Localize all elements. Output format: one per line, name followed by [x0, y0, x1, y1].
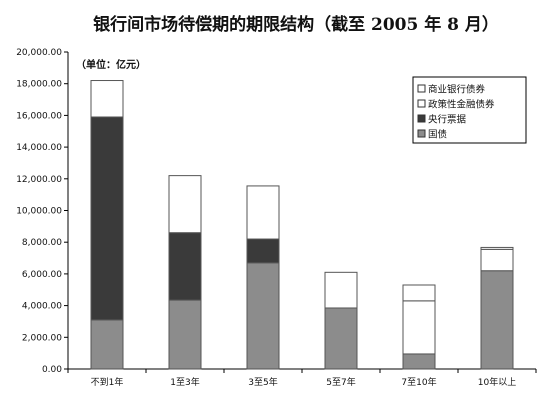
y-tick-label: 12,000.00	[16, 175, 62, 185]
legend-swatch	[417, 99, 426, 108]
bar-segment-2-4	[402, 300, 436, 355]
y-tick-label: 16,000.00	[16, 111, 62, 121]
y-tick-label: 2,000.00	[22, 333, 62, 343]
x-tick-label: 1至3年	[170, 376, 199, 388]
y-tick-label: 18,000.00	[16, 80, 62, 90]
legend-box	[412, 76, 527, 144]
axes: 0.00 2,000.00 4,000.00 6,000.00 8,000.00 10,0…	[16, 48, 537, 388]
bar-segment-2-5	[480, 248, 514, 272]
bar-segment-3-4	[402, 284, 436, 302]
chart-title: 银行间市场待偿期的期限结构（截至 2005 年 8 月）	[93, 14, 499, 35]
bar-segment-0-1	[168, 299, 202, 370]
y-tick-label: 4,000.00	[22, 302, 62, 312]
bar-segment-2-0	[90, 80, 124, 118]
bar-segment-2-3	[324, 271, 358, 309]
legend-label: 商业银行债券	[428, 84, 486, 96]
bar-segment-2-1	[168, 175, 202, 234]
x-tick-label: 3至5年	[248, 376, 277, 388]
x-tick-label: 10年以上	[478, 376, 516, 388]
bar-segment-0-5	[480, 270, 514, 370]
legend-swatch	[417, 129, 426, 138]
x-tick-label: 5至7年	[326, 376, 355, 388]
y-tick-label: 8,000.00	[22, 238, 62, 248]
x-tick-label: 不到1年	[91, 376, 124, 388]
y-tick-label: 10,000.00	[16, 207, 62, 217]
y-tick-label: 14,000.00	[16, 143, 62, 153]
y-tick-label: 20,000.00	[16, 48, 62, 58]
unit-label: （单位：亿元）	[76, 58, 146, 71]
bar-segment-1-1	[168, 232, 202, 301]
bar-segment-0-2	[246, 262, 280, 370]
bar-segment-0-3	[324, 307, 358, 370]
bar-segment-3-5	[480, 246, 514, 250]
x-tick-label: 7至10年	[401, 376, 436, 388]
bar-segment-0-0	[90, 319, 124, 370]
bar-segment-1-2	[246, 238, 280, 264]
bar-segment-1-0	[90, 116, 124, 321]
legend-label: 国债	[428, 129, 448, 141]
legend-swatch	[417, 114, 426, 123]
legend-label: 政策性金融债券	[428, 99, 495, 111]
y-tick-label: 0.00	[42, 365, 62, 375]
y-tick-label: 6,000.00	[22, 270, 62, 280]
legend-swatch	[417, 84, 426, 93]
bar-segment-0-4	[402, 353, 436, 370]
legend-label: 央行票据	[428, 114, 467, 126]
bars	[90, 80, 514, 370]
bar-segment-2-2	[246, 185, 280, 240]
